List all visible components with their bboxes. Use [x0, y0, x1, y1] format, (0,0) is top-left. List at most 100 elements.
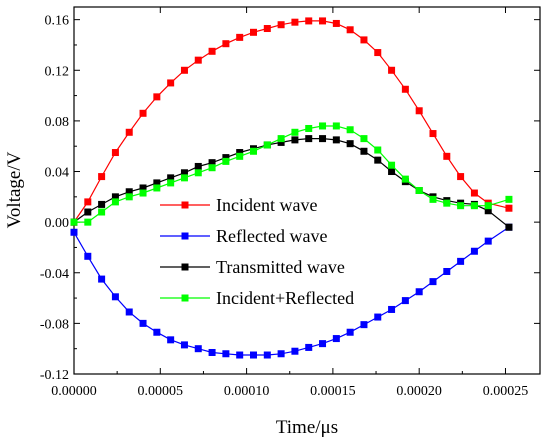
data-point — [180, 169, 188, 177]
data-point — [443, 267, 451, 275]
data-point — [401, 85, 409, 93]
x-tick-label: 0.00005 — [138, 384, 184, 399]
data-point — [277, 21, 285, 29]
data-point — [374, 146, 382, 154]
data-point — [457, 173, 465, 181]
data-point — [249, 28, 257, 36]
data-point — [222, 154, 230, 162]
data-point — [319, 122, 327, 130]
data-point — [194, 162, 202, 170]
data-point — [277, 135, 285, 143]
data-point — [429, 130, 437, 138]
y-tick-label: 0.00 — [45, 216, 70, 231]
data-point — [505, 195, 513, 203]
data-point — [332, 19, 340, 27]
data-point — [360, 135, 368, 143]
y-tick-label: 0.16 — [45, 14, 70, 29]
data-point — [111, 149, 119, 157]
legend-marker — [181, 232, 189, 240]
data-point — [222, 40, 230, 48]
data-point — [111, 193, 119, 201]
data-point — [346, 140, 354, 148]
data-point — [125, 308, 133, 316]
axis-ticks: 0.00000 0.00005 0.00010 0.00015 0.00020 0.000… — [40, 7, 540, 399]
data-point — [180, 66, 188, 74]
x-tick-label: 0.00020 — [396, 384, 442, 399]
data-point — [415, 288, 423, 296]
data-point — [84, 198, 92, 206]
data-point — [111, 198, 119, 206]
data-point — [360, 321, 368, 329]
data-point — [194, 56, 202, 64]
data-point — [319, 340, 327, 348]
data-point — [332, 136, 340, 144]
data-point — [98, 173, 106, 181]
plot-frame — [73, 6, 541, 375]
data-point — [277, 138, 285, 146]
data-point — [388, 161, 396, 169]
data-point — [305, 124, 313, 132]
data-point — [139, 109, 147, 117]
data-point — [401, 175, 409, 183]
data-point — [139, 319, 147, 327]
y-tick-label: -0.08 — [40, 317, 69, 332]
data-point — [236, 33, 244, 41]
legend-item: Reflected wave — [160, 226, 327, 246]
data-point — [346, 328, 354, 336]
data-point — [484, 202, 492, 210]
data-point — [180, 341, 188, 349]
data-point — [415, 107, 423, 115]
series-line — [73, 20, 510, 223]
data-point — [429, 195, 437, 203]
legend-label: Reflected wave — [216, 226, 327, 246]
legend-item: Incident+Reflected — [160, 288, 354, 308]
data-point — [429, 278, 437, 286]
data-point — [470, 202, 478, 210]
data-point — [360, 147, 368, 155]
x-tick-label: 0.00000 — [51, 384, 97, 399]
data-point — [98, 200, 106, 208]
data-point — [263, 141, 271, 149]
data-point — [208, 164, 216, 172]
data-point — [319, 135, 327, 143]
legend-label: Incident wave — [216, 195, 317, 215]
data-point — [153, 328, 161, 336]
data-point — [374, 49, 382, 57]
data-point — [167, 179, 175, 187]
data-point — [388, 66, 396, 74]
data-point — [153, 184, 161, 192]
data-point — [401, 297, 409, 305]
data-point — [111, 293, 119, 301]
data-point — [346, 26, 354, 34]
series-3 — [70, 122, 513, 226]
data-point — [222, 350, 230, 358]
y-tick-label: 0.04 — [45, 166, 70, 181]
y-tick-label: 0.12 — [45, 64, 70, 79]
data-point — [374, 156, 382, 164]
legend: Incident wave Reflected wave Transmitted w… — [160, 195, 354, 308]
data-point — [291, 128, 299, 136]
data-point — [291, 347, 299, 355]
data-point — [263, 351, 271, 359]
data-point — [167, 336, 175, 344]
data-point — [484, 237, 492, 245]
data-point — [277, 350, 285, 358]
data-point — [84, 208, 92, 216]
data-point — [249, 147, 257, 155]
data-point — [194, 345, 202, 353]
data-point — [388, 305, 396, 313]
data-point — [443, 152, 451, 160]
y-tick-label: -0.04 — [40, 267, 69, 282]
data-point — [98, 275, 106, 283]
data-point — [70, 218, 78, 226]
data-point — [84, 252, 92, 260]
data-point — [208, 47, 216, 55]
data-point — [139, 184, 147, 192]
data-point — [346, 126, 354, 134]
data-point — [291, 18, 299, 26]
legend-item: Transmitted wave — [160, 257, 345, 277]
data-point — [236, 351, 244, 359]
data-point — [167, 79, 175, 87]
x-tick-label: 0.00010 — [224, 384, 270, 399]
